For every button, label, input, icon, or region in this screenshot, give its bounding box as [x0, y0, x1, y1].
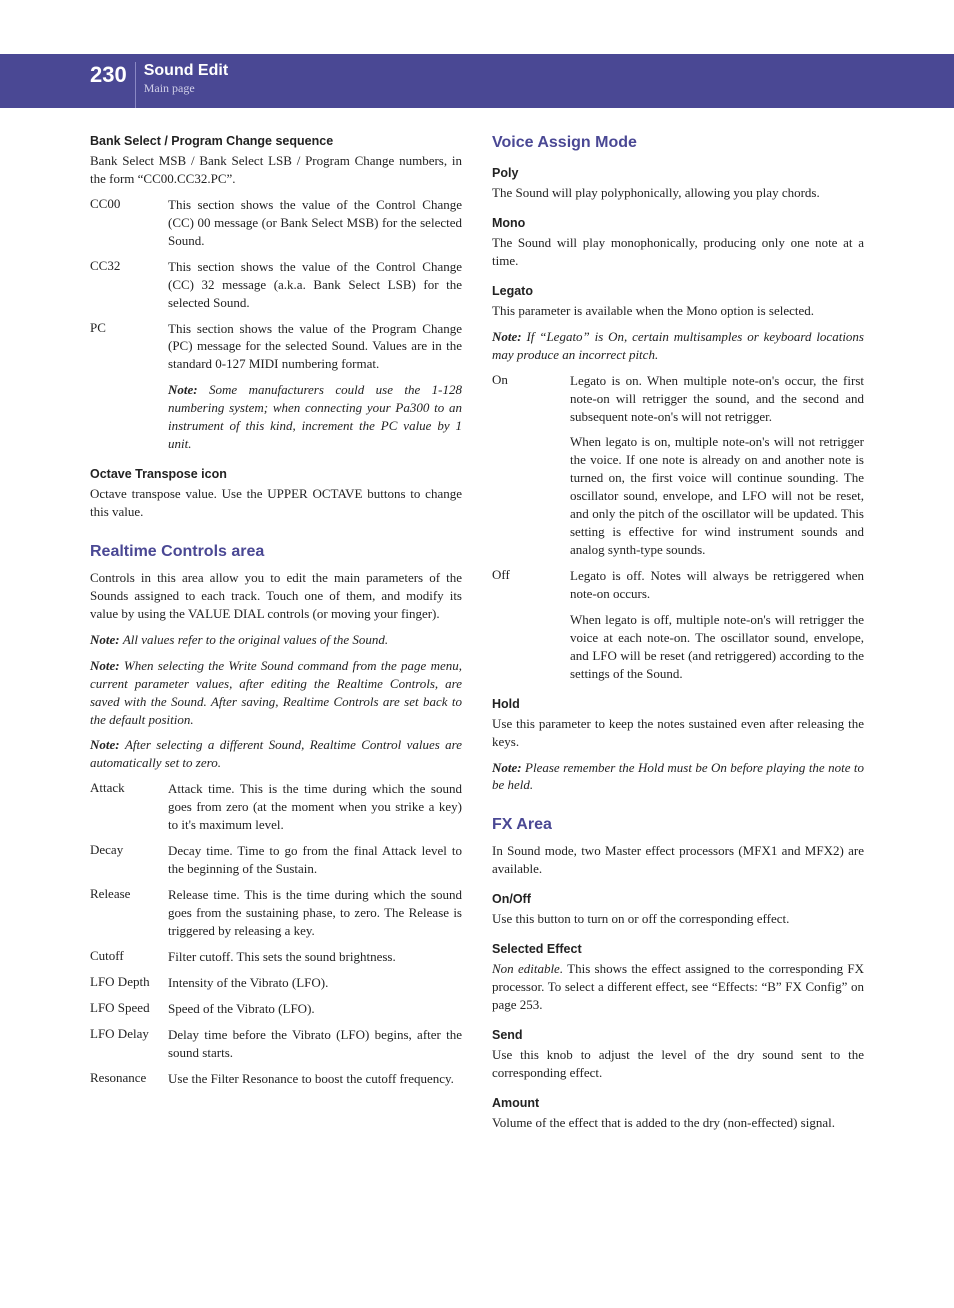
page-subtitle: Main page	[144, 80, 228, 97]
subheading: Legato	[492, 284, 864, 298]
definition-row: LFO Depth Intensity of the Vibrato (LFO)…	[90, 974, 462, 992]
definition-row: Decay Decay time. Time to go from the fi…	[90, 842, 462, 878]
definition-desc: Filter cutoff. This sets the sound brigh…	[168, 948, 462, 966]
body-text: Use this parameter to keep the notes sus…	[492, 715, 864, 751]
definition-desc: Legato is on. When multiple note-on's oc…	[570, 372, 864, 559]
subheading: Hold	[492, 697, 864, 711]
page-number: 230	[90, 62, 136, 108]
body-text: Controls in this area allow you to edit …	[90, 569, 462, 623]
definition-row: CC00 This section shows the value of the…	[90, 196, 462, 250]
definition-desc-text: When legato is off, multiple note-on's w…	[570, 611, 864, 683]
subheading: On/Off	[492, 892, 864, 906]
definition-desc-text: Legato is on. When multiple note-on's oc…	[570, 372, 864, 426]
left-column: Bank Select / Program Change sequence Ba…	[90, 134, 462, 1140]
subheading: Octave Transpose icon	[90, 467, 462, 481]
section-heading: Voice Assign Mode	[492, 134, 864, 152]
definition-desc: Intensity of the Vibrato (LFO).	[168, 974, 462, 992]
definition-term: Off	[492, 567, 570, 683]
definition-desc: Release time. This is the time during wh…	[168, 886, 462, 940]
definition-desc-text: When legato is on, multiple note-on's wi…	[570, 433, 864, 559]
note-text: Note: If “Legato” is On, certain multisa…	[492, 328, 864, 364]
definition-desc-text: Legato is off. Notes will always be retr…	[570, 567, 864, 603]
definition-desc: Speed of the Vibrato (LFO).	[168, 1000, 462, 1018]
definition-term: Release	[90, 886, 168, 940]
body-text: This parameter is available when the Mon…	[492, 302, 864, 320]
definition-row: Release Release time. This is the time d…	[90, 886, 462, 940]
definition-term: CC00	[90, 196, 168, 250]
note-text: Note: After selecting a different Sound,…	[90, 736, 462, 772]
subheading: Send	[492, 1028, 864, 1042]
body-text: In Sound mode, two Master effect process…	[492, 842, 864, 878]
definition-term: On	[492, 372, 570, 559]
definition-row: LFO Delay Delay time before the Vibrato …	[90, 1026, 462, 1062]
note-text: Note: All values refer to the original v…	[90, 631, 462, 649]
page-header: 230 Sound Edit Main page	[0, 54, 954, 108]
body-text: The Sound will play polyphonically, allo…	[492, 184, 864, 202]
definition-row: Cutoff Filter cutoff. This sets the soun…	[90, 948, 462, 966]
definition-desc: This section shows the value of the Prog…	[168, 320, 462, 454]
definition-term: Decay	[90, 842, 168, 878]
subheading: Poly	[492, 166, 864, 180]
definition-row: LFO Speed Speed of the Vibrato (LFO).	[90, 1000, 462, 1018]
definition-term: LFO Delay	[90, 1026, 168, 1062]
definition-term: CC32	[90, 258, 168, 312]
definition-desc: This section shows the value of the Cont…	[168, 258, 462, 312]
note-text: Note: Please remember the Hold must be O…	[492, 759, 864, 795]
definition-term: Attack	[90, 780, 168, 834]
section-heading: FX Area	[492, 816, 864, 834]
subheading: Bank Select / Program Change sequence	[90, 134, 462, 148]
body-text: Octave transpose value. Use the UPPER OC…	[90, 485, 462, 521]
definition-term: LFO Depth	[90, 974, 168, 992]
definition-term: LFO Speed	[90, 1000, 168, 1018]
body-text: Bank Select MSB / Bank Select LSB / Prog…	[90, 152, 462, 188]
subheading: Amount	[492, 1096, 864, 1110]
definition-term: Cutoff	[90, 948, 168, 966]
definition-desc: Decay time. Time to go from the final At…	[168, 842, 462, 878]
body-text: Non editable. This shows the effect assi…	[492, 960, 864, 1014]
body-text: The Sound will play monophonically, prod…	[492, 234, 864, 270]
definition-desc: Use the Filter Resonance to boost the cu…	[168, 1070, 462, 1088]
definition-term: PC	[90, 320, 168, 454]
body-text: Use this button to turn on or off the co…	[492, 910, 864, 928]
definition-row: CC32 This section shows the value of the…	[90, 258, 462, 312]
definition-desc-text: This section shows the value of the Prog…	[168, 320, 462, 374]
definition-row: On Legato is on. When multiple note-on's…	[492, 372, 864, 559]
subheading: Mono	[492, 216, 864, 230]
body-text: Use this knob to adjust the level of the…	[492, 1046, 864, 1082]
right-column: Voice Assign Mode Poly The Sound will pl…	[492, 134, 864, 1140]
definition-row: Attack Attack time. This is the time dur…	[90, 780, 462, 834]
chapter-title: Sound Edit	[144, 62, 228, 80]
definition-row: PC This section shows the value of the P…	[90, 320, 462, 454]
note-text: Note: Some manufacturers could use the 1…	[168, 381, 462, 453]
definition-desc: Legato is off. Notes will always be retr…	[570, 567, 864, 683]
definition-term: Resonance	[90, 1070, 168, 1088]
subheading: Selected Effect	[492, 942, 864, 956]
note-text: Note: When selecting the Write Sound com…	[90, 657, 462, 729]
definition-row: Off Legato is off. Notes will always be …	[492, 567, 864, 683]
definition-desc: Delay time before the Vibrato (LFO) begi…	[168, 1026, 462, 1062]
definition-desc: Attack time. This is the time during whi…	[168, 780, 462, 834]
body-text: Volume of the effect that is added to th…	[492, 1114, 864, 1132]
section-heading: Realtime Controls area	[90, 543, 462, 561]
definition-desc: This section shows the value of the Cont…	[168, 196, 462, 250]
definition-row: Resonance Use the Filter Resonance to bo…	[90, 1070, 462, 1088]
